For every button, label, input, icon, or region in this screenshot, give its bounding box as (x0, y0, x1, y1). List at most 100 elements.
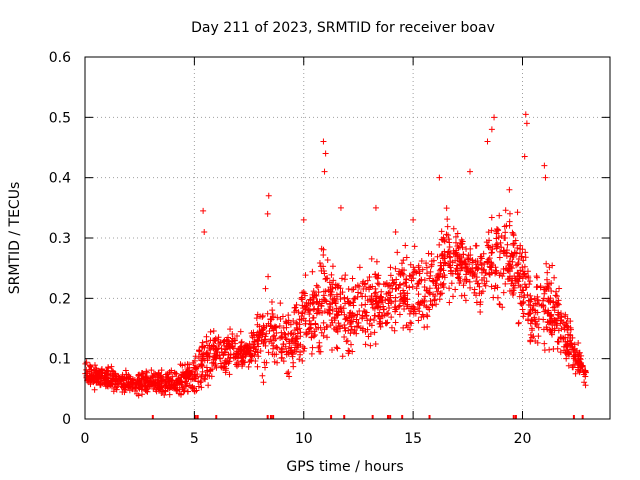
data-point (383, 291, 390, 298)
data-point (360, 308, 367, 315)
peak-point (436, 174, 443, 181)
data-point (453, 262, 460, 269)
data-point (103, 369, 110, 376)
data-point (299, 310, 306, 317)
data-point (562, 349, 569, 356)
data-point (404, 290, 411, 297)
data-point (87, 364, 94, 371)
data-point (242, 342, 249, 349)
data-point (294, 330, 301, 337)
data-point (393, 285, 400, 292)
data-point (473, 292, 480, 299)
x-tick-label: 0 (81, 431, 90, 447)
data-point (373, 300, 380, 307)
data-point (508, 288, 515, 295)
data-point (497, 239, 504, 246)
x-axis-label: GPS time / hours (286, 459, 403, 475)
data-point (513, 262, 520, 269)
data-point (478, 277, 485, 284)
data-point (411, 243, 418, 250)
data-point (520, 257, 527, 264)
data-point (119, 373, 126, 380)
data-point (269, 325, 276, 332)
data-point (265, 349, 272, 356)
data-point (449, 270, 456, 277)
data-point (544, 310, 551, 317)
data-point (341, 333, 348, 340)
data-point (280, 358, 287, 365)
data-point (220, 352, 227, 359)
data-point (446, 239, 453, 246)
data-point (455, 271, 462, 278)
peak-point (484, 138, 491, 145)
data-point (335, 308, 342, 315)
data-point (219, 349, 226, 356)
data-point (369, 297, 376, 304)
data-point (135, 372, 142, 379)
data-point (476, 290, 483, 297)
data-point (557, 310, 564, 317)
data-point (548, 288, 555, 294)
data-point (491, 285, 498, 292)
data-point (262, 364, 269, 371)
data-point (540, 326, 547, 333)
data-point (329, 299, 336, 306)
data-point (500, 289, 507, 296)
data-point (113, 384, 120, 391)
y-tick-label: 0.5 (49, 110, 71, 126)
data-point (332, 298, 339, 305)
data-point (376, 309, 383, 316)
data-point (362, 301, 369, 308)
data-point (371, 329, 378, 336)
data-point (385, 300, 392, 307)
data-point (434, 253, 441, 260)
data-point (137, 381, 144, 388)
data-point (283, 320, 290, 327)
data-point (541, 347, 548, 354)
data-point (359, 315, 366, 322)
data-point (129, 383, 136, 390)
data-point (268, 340, 275, 347)
data-point (334, 328, 341, 335)
data-point (523, 284, 530, 291)
data-point (477, 309, 484, 316)
data-point (387, 272, 394, 279)
data-point (198, 360, 205, 367)
data-point (477, 301, 484, 308)
data-point (317, 263, 324, 270)
data-point (306, 325, 313, 332)
data-point (374, 275, 381, 282)
data-point (546, 326, 553, 333)
data-point (408, 277, 415, 284)
data-point (314, 298, 321, 305)
ticks-layer: 0 0.1 0.2 0.3 0.4 0.5 0.6 0 5 10 15 20 (49, 50, 610, 447)
data-point (350, 302, 357, 309)
data-point (259, 314, 266, 321)
data-point (556, 285, 563, 292)
data-point (293, 334, 300, 341)
data-point (163, 382, 170, 389)
data-point (502, 235, 509, 242)
data-point (366, 296, 373, 303)
data-point (368, 293, 375, 300)
data-point (158, 389, 165, 396)
data-point (280, 341, 287, 348)
data-point (104, 382, 111, 389)
data-point (367, 342, 374, 349)
data-point (445, 236, 452, 243)
data-point (199, 351, 206, 358)
data-point (195, 354, 202, 361)
data-point (123, 374, 130, 381)
data-point (141, 376, 148, 383)
data-point (488, 283, 495, 290)
data-point (329, 347, 336, 354)
data-point (528, 296, 535, 303)
data-point (514, 209, 521, 216)
data-point (207, 367, 214, 374)
data-point (335, 320, 342, 327)
data-point (131, 377, 138, 384)
data-point (415, 262, 422, 269)
data-point (458, 265, 465, 272)
peak-point (320, 138, 327, 145)
